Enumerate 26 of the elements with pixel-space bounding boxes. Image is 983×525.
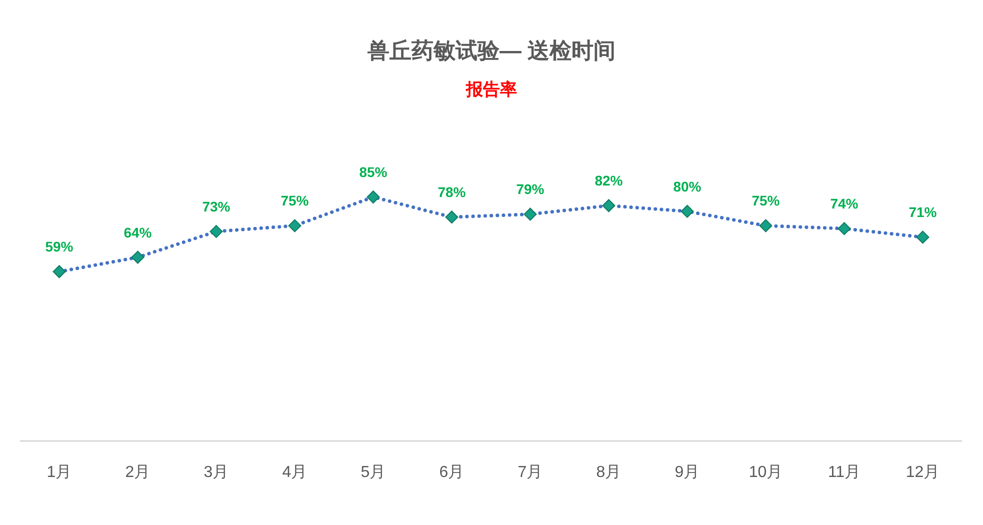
data-label: 74% [830,196,859,212]
x-tick-label: 11月 [828,464,861,481]
x-tick-label: 2月 [125,464,150,481]
x-tick-label: 1月 [46,464,72,481]
x-tick-label: 7月 [518,464,543,481]
data-label: 79% [516,181,545,198]
x-tick-label: 10月 [748,464,783,481]
subtitle: 报告率 [466,80,517,99]
data-label: 78% [438,184,466,200]
data-label: 73% [202,198,231,214]
x-tick-label: 5月 [360,464,386,481]
x-tick-label: 8月 [596,464,622,481]
title: 兽丘药敏试验— 送检时间 [367,38,616,63]
data-label: 75% [752,192,780,209]
data-label: 80% [673,178,702,194]
data-label: 85% [359,164,388,180]
x-tick-label: 9月 [674,464,700,481]
x-tick-label: 4月 [282,464,308,481]
data-label: 82% [594,172,624,189]
data-label: 71% [908,204,938,220]
x-tick-label: 12月 [906,464,940,481]
data-label: 64% [124,224,152,240]
data-label: 75% [280,192,310,209]
x-tick-label: 6月 [439,464,464,481]
x-tick-label: 3月 [204,464,229,481]
data-label: 59% [45,238,74,255]
